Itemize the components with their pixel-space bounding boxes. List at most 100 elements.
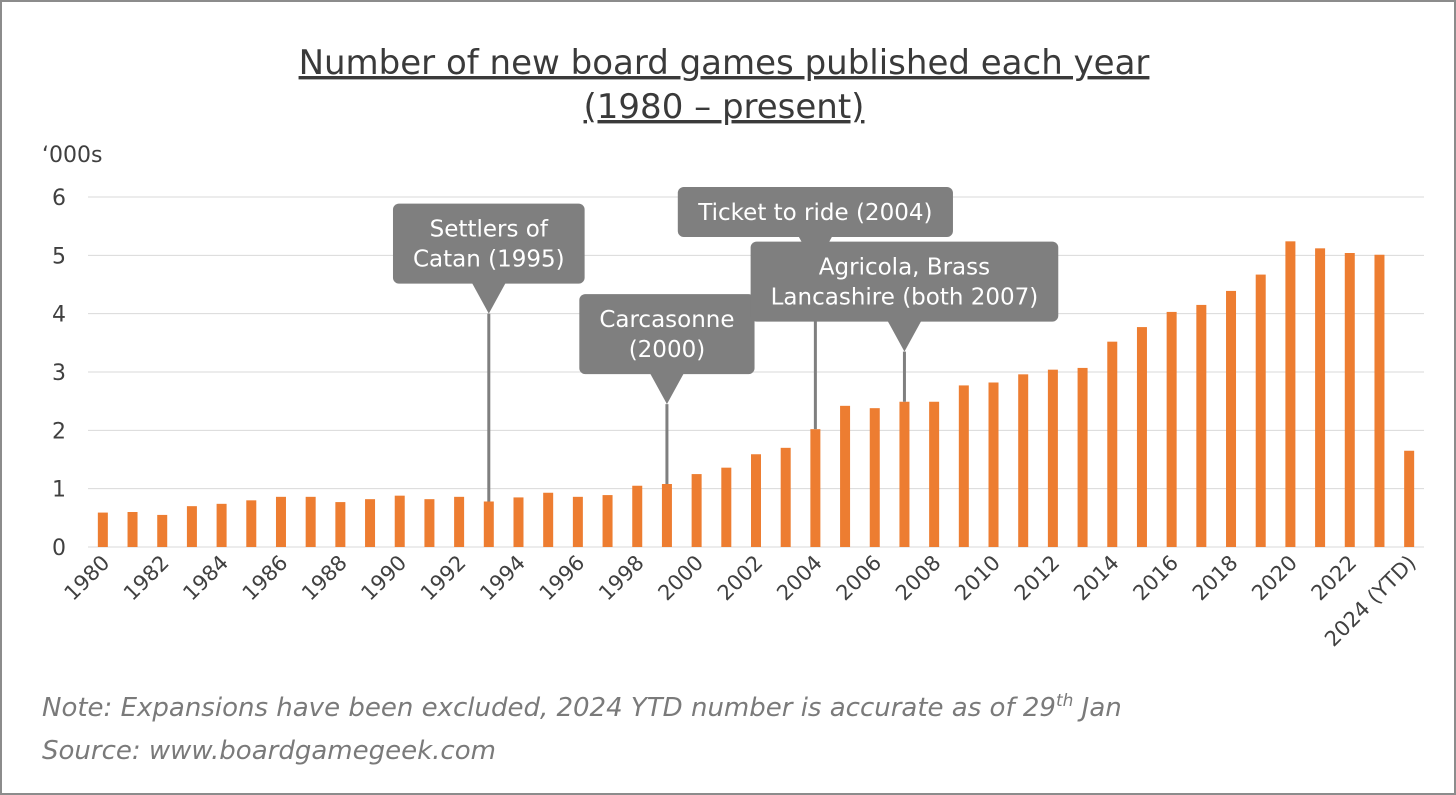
callout-box <box>677 187 953 237</box>
bar <box>275 496 286 547</box>
annotation-callout: Agricola, Brass Lancashire (both 2007) <box>750 241 1059 402</box>
x-tick-label: 1996 <box>535 551 590 606</box>
callout-box <box>579 294 755 375</box>
bar <box>424 499 435 547</box>
bar <box>543 492 554 547</box>
bars <box>97 241 1415 548</box>
bar <box>127 512 138 547</box>
y-tick-label: 5 <box>52 244 66 269</box>
x-axis-ticks: 1980 1982 1984 1986 1988 1990 1992 1994 1996 1998… <box>60 551 1421 652</box>
x-tick-label: 2000 <box>653 551 708 606</box>
bar <box>810 429 821 547</box>
bar <box>97 512 108 547</box>
y-tick-label: 0 <box>52 536 66 561</box>
x-tick-label: 1982 <box>119 551 174 606</box>
bar <box>394 495 405 547</box>
callout-pointer <box>887 320 922 352</box>
x-tick-label: 1992 <box>416 551 471 606</box>
bar <box>721 467 732 547</box>
x-tick-label: 2002 <box>713 551 768 606</box>
bar <box>988 382 999 547</box>
bar <box>454 496 465 547</box>
source-text: Source: www.boardgamegeek.com <box>42 736 496 766</box>
bar <box>958 385 969 547</box>
y-tick-label: 2 <box>52 419 66 444</box>
x-tick-label: 1986 <box>238 551 293 606</box>
bar <box>216 503 227 547</box>
bar <box>929 401 940 547</box>
annotation-callout: Ticket to ride (2004) <box>677 187 953 430</box>
bar <box>246 500 257 547</box>
x-tick-label: 1984 <box>178 551 233 606</box>
x-tick-label: 2012 <box>1010 551 1065 606</box>
x-tick-label: 2014 <box>1069 551 1124 606</box>
note-text: Note: Expansions have been excluded, 202… <box>42 691 1122 723</box>
bar <box>335 502 346 547</box>
annotation-callout: Carcasonne (2000) <box>579 294 755 484</box>
callout-label: Agricola, Brass Lancashire (both 2007) <box>771 255 1039 311</box>
bar <box>1344 253 1355 547</box>
x-tick-label: 1994 <box>475 551 530 606</box>
bar <box>602 495 613 547</box>
callout-box <box>392 203 585 284</box>
y-tick-label: 6 <box>52 186 66 211</box>
bar <box>513 497 524 547</box>
bar <box>899 401 910 547</box>
bar <box>751 454 761 547</box>
callout-pointer <box>649 373 684 405</box>
bar <box>840 405 851 547</box>
x-tick-label: 2006 <box>832 551 887 606</box>
bar <box>1077 367 1088 547</box>
x-tick-label: 2004 <box>772 551 827 606</box>
bar <box>157 514 168 547</box>
bar <box>661 484 672 547</box>
chart-subtitle: (1980 – present) <box>584 87 865 127</box>
bar <box>780 447 791 547</box>
y-tick-label: 3 <box>52 361 66 386</box>
annotations: Settlers of Catan (1995) Carcasonne (2000) T… <box>392 187 1059 502</box>
bar <box>1315 248 1326 548</box>
x-tick-label: 2018 <box>1188 551 1243 606</box>
callout-pointer <box>471 282 506 314</box>
bar <box>1136 327 1147 547</box>
callout-label: Settlers of Catan (1995) <box>413 217 565 273</box>
x-tick-label: 2022 <box>1307 551 1362 606</box>
bar <box>1255 274 1266 547</box>
bar <box>305 496 316 547</box>
bar <box>1018 374 1029 547</box>
bar <box>1404 450 1415 547</box>
bar <box>1226 290 1237 547</box>
y-tick-label: 1 <box>52 478 66 503</box>
x-tick-label: 2016 <box>1128 551 1183 606</box>
callout-label: Ticket to ride (2004) <box>697 200 932 226</box>
bar <box>483 501 494 547</box>
bar <box>1196 304 1207 547</box>
y-axis-ticks: 0 1 2 3 4 5 6 <box>52 186 66 561</box>
x-tick-label: 1998 <box>594 551 649 606</box>
note-superscript: th <box>1056 691 1073 711</box>
x-tick-label: 1988 <box>297 551 352 606</box>
note-suffix: Jan <box>1073 693 1121 723</box>
note-prefix: Note: Expansions have been excluded, 202… <box>42 693 1056 723</box>
annotation-callout: Settlers of Catan (1995) <box>392 203 585 502</box>
bar <box>365 499 376 547</box>
x-tick-label: 1980 <box>60 551 115 606</box>
x-tick-label: 2020 <box>1247 551 1302 606</box>
bar <box>691 474 702 547</box>
x-tick-label: 2008 <box>891 551 946 606</box>
bar <box>572 496 583 547</box>
bar <box>1285 241 1296 548</box>
unit-label: ‘000s <box>42 143 102 168</box>
x-tick-label: 2010 <box>950 551 1005 606</box>
bar <box>1047 369 1058 547</box>
bar <box>869 408 880 547</box>
bar <box>1107 341 1118 547</box>
bar <box>1374 254 1385 547</box>
callout-box <box>750 241 1059 322</box>
y-tick-label: 4 <box>52 303 66 328</box>
bar <box>186 506 197 547</box>
bar <box>632 485 643 547</box>
bar <box>1166 311 1177 547</box>
